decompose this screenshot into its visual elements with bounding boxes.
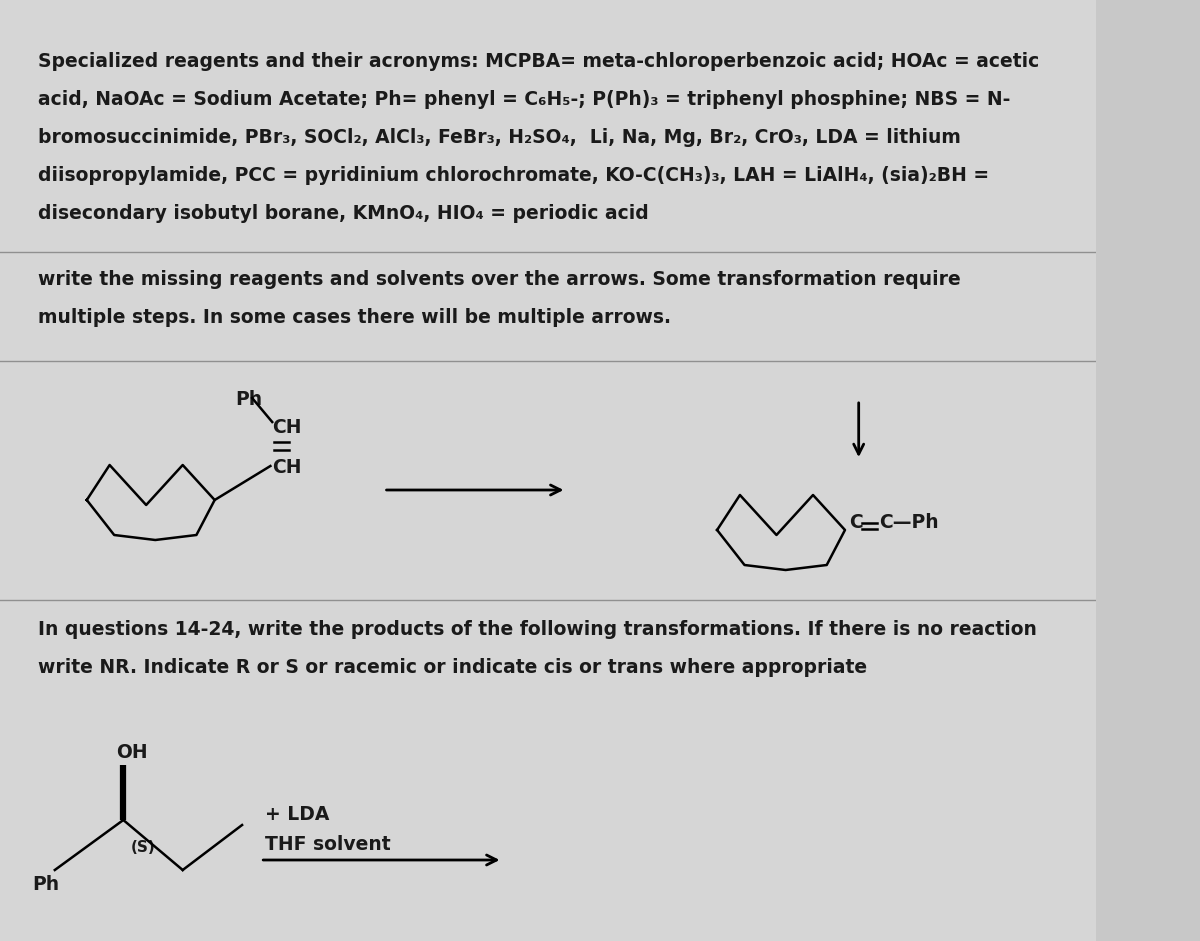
Text: multiple steps. In some cases there will be multiple arrows.: multiple steps. In some cases there will…: [38, 308, 671, 327]
Text: In questions 14-24, write the products of the following transformations. If ther: In questions 14-24, write the products o…: [38, 620, 1037, 639]
Text: + LDA: + LDA: [265, 805, 329, 824]
Text: Ph: Ph: [32, 875, 59, 894]
Text: write the missing reagents and solvents over the arrows. Some transformation req: write the missing reagents and solvents …: [38, 270, 961, 289]
FancyBboxPatch shape: [0, 0, 1097, 941]
Text: (S): (S): [131, 840, 155, 855]
Text: C—Ph: C—Ph: [878, 513, 938, 532]
Text: acid, NaOAc = Sodium Acetate; Ph= phenyl = C₆H₅-; P(Ph)₃ = triphenyl phosphine; : acid, NaOAc = Sodium Acetate; Ph= phenyl…: [38, 90, 1010, 109]
Text: CH: CH: [272, 418, 301, 437]
Text: C: C: [850, 513, 863, 532]
Text: CH: CH: [272, 458, 301, 477]
Text: Ph: Ph: [235, 390, 263, 409]
Text: THF solvent: THF solvent: [265, 835, 390, 854]
Text: write NR. Indicate R or S or racemic or indicate cis or trans where appropriate: write NR. Indicate R or S or racemic or …: [38, 658, 868, 677]
Text: disecondary isobutyl borane, KMnO₄, HIO₄ = periodic acid: disecondary isobutyl borane, KMnO₄, HIO₄…: [38, 204, 649, 223]
Text: OH: OH: [116, 743, 148, 762]
Text: diisopropylamide, PCC = pyridinium chlorochromate, KO-C(CH₃)₃, LAH = LiAlH₄, (si: diisopropylamide, PCC = pyridinium chlor…: [38, 166, 990, 185]
Text: bromosuccinimide, PBr₃, SOCl₂, AlCl₃, FeBr₃, H₂SO₄,  Li, Na, Mg, Br₂, CrO₃, LDA : bromosuccinimide, PBr₃, SOCl₂, AlCl₃, Fe…: [38, 128, 961, 147]
Text: Specialized reagents and their acronyms: MCPBA= meta-chloroperbenzoic acid; HOAc: Specialized reagents and their acronyms:…: [38, 52, 1039, 71]
